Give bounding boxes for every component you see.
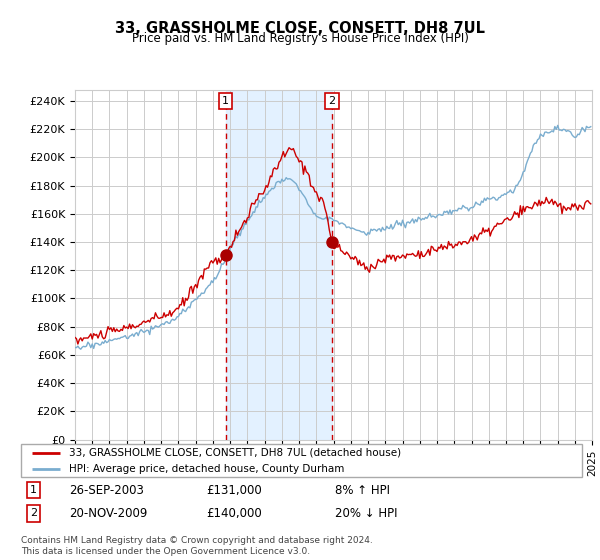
Text: 20% ↓ HPI: 20% ↓ HPI [335, 507, 398, 520]
Bar [226, 90, 332, 440]
Text: £140,000: £140,000 [206, 507, 262, 520]
Text: HPI: Average price, detached house, County Durham: HPI: Average price, detached house, Coun… [68, 464, 344, 474]
Text: 8% ↑ HPI: 8% ↑ HPI [335, 484, 390, 497]
Text: 2: 2 [30, 508, 37, 519]
Text: 20-NOV-2009: 20-NOV-2009 [68, 507, 147, 520]
Text: 33, GRASSHOLME CLOSE, CONSETT, DH8 7UL (detached house): 33, GRASSHOLME CLOSE, CONSETT, DH8 7UL (… [68, 447, 401, 458]
Text: 1: 1 [30, 485, 37, 495]
Text: 26-SEP-2003: 26-SEP-2003 [68, 484, 143, 497]
Text: 33, GRASSHOLME CLOSE, CONSETT, DH8 7UL: 33, GRASSHOLME CLOSE, CONSETT, DH8 7UL [115, 21, 485, 36]
Text: 2: 2 [328, 96, 335, 106]
Text: Contains HM Land Registry data © Crown copyright and database right 2024.
This d: Contains HM Land Registry data © Crown c… [21, 536, 373, 556]
FancyBboxPatch shape [21, 444, 582, 477]
Text: 1: 1 [222, 96, 229, 106]
Text: £131,000: £131,000 [206, 484, 262, 497]
Text: Price paid vs. HM Land Registry's House Price Index (HPI): Price paid vs. HM Land Registry's House … [131, 32, 469, 45]
